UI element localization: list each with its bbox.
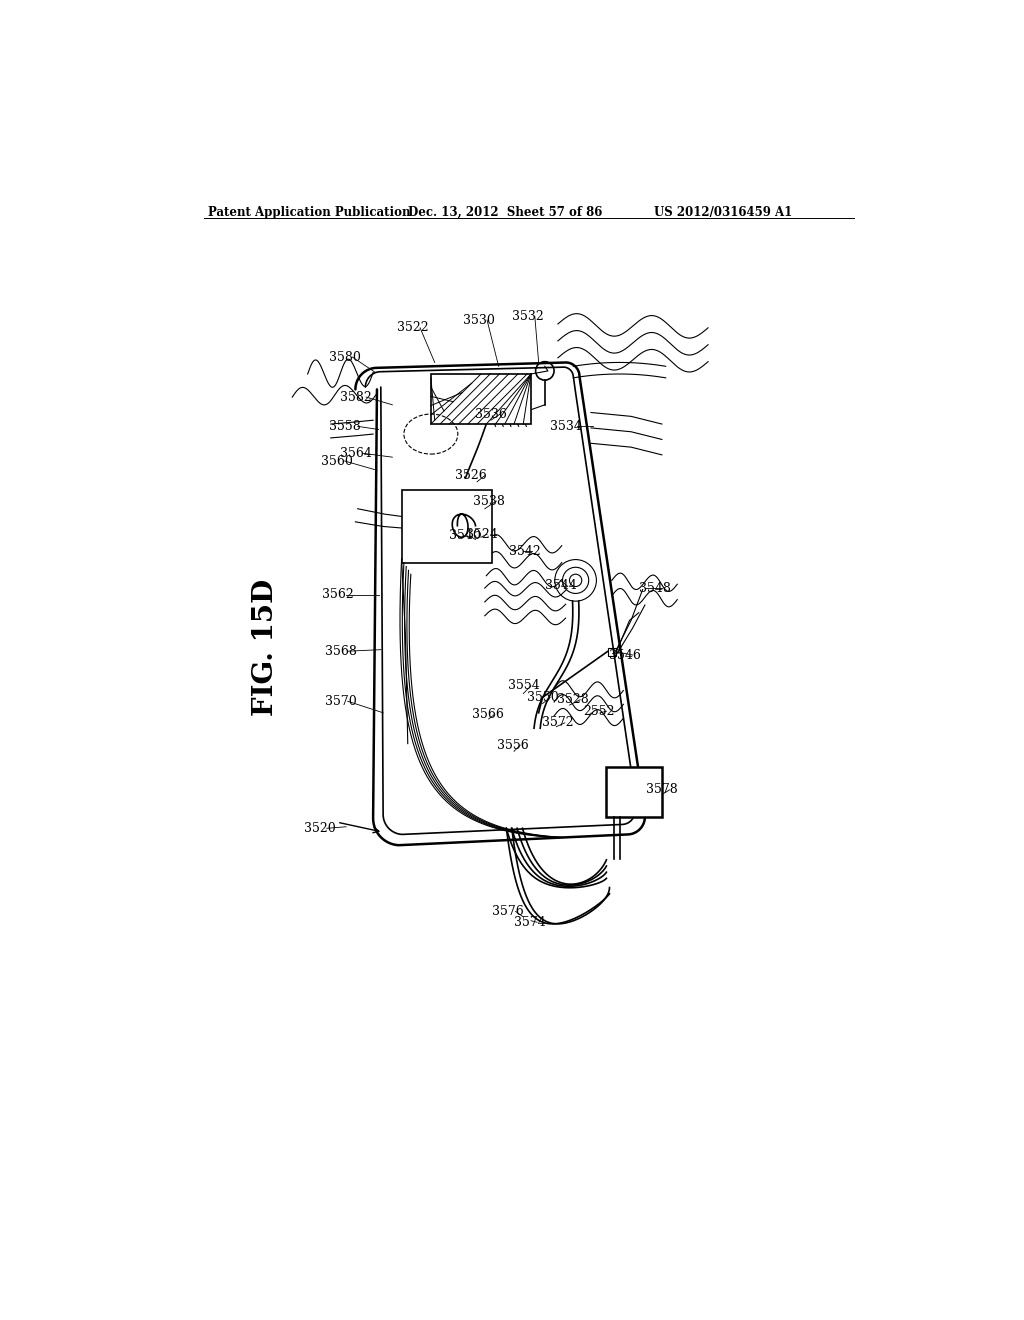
Text: 3560: 3560 (321, 454, 352, 467)
Bar (608, 648, 615, 656)
Text: 3526: 3526 (456, 469, 487, 482)
Text: 3574: 3574 (514, 916, 546, 929)
Text: FIG. 15D: FIG. 15D (252, 578, 280, 715)
Text: 3576: 3576 (493, 906, 524, 917)
Text: 3572: 3572 (542, 717, 573, 730)
Text: 3540: 3540 (449, 529, 480, 543)
Text: 3536: 3536 (475, 408, 507, 421)
Text: 3524: 3524 (466, 528, 498, 541)
Text: 3530: 3530 (463, 314, 495, 326)
Text: 3566: 3566 (472, 708, 504, 721)
Text: 3570: 3570 (325, 694, 356, 708)
Text: 3578: 3578 (646, 783, 678, 796)
Text: 3532: 3532 (512, 310, 544, 323)
Text: 3548: 3548 (639, 582, 671, 594)
Text: 3542: 3542 (509, 545, 541, 557)
Text: 3564: 3564 (340, 446, 372, 459)
Text: 3582: 3582 (340, 391, 372, 404)
Text: Dec. 13, 2012  Sheet 57 of 86: Dec. 13, 2012 Sheet 57 of 86 (408, 206, 602, 219)
Text: 3562: 3562 (322, 589, 353, 602)
Text: 3534: 3534 (550, 420, 582, 433)
Bar (606, 767, 662, 817)
Text: 3528: 3528 (557, 693, 589, 706)
Text: 3550: 3550 (527, 690, 559, 704)
Text: 3522: 3522 (397, 321, 429, 334)
Text: 3538: 3538 (473, 495, 505, 508)
Text: 2552: 2552 (584, 705, 614, 718)
Text: 3544: 3544 (545, 579, 577, 593)
Text: Patent Application Publication: Patent Application Publication (208, 206, 410, 219)
Text: 3556: 3556 (497, 739, 528, 751)
Bar (431, 374, 531, 424)
Text: 3554: 3554 (508, 680, 540, 693)
Text: 3520: 3520 (304, 822, 336, 834)
Text: US 2012/0316459 A1: US 2012/0316459 A1 (654, 206, 793, 219)
Bar (401, 490, 493, 562)
Text: 3546: 3546 (609, 648, 641, 661)
Text: 3580: 3580 (330, 351, 361, 363)
Text: 3568: 3568 (326, 644, 357, 657)
Text: 3558: 3558 (330, 420, 361, 433)
